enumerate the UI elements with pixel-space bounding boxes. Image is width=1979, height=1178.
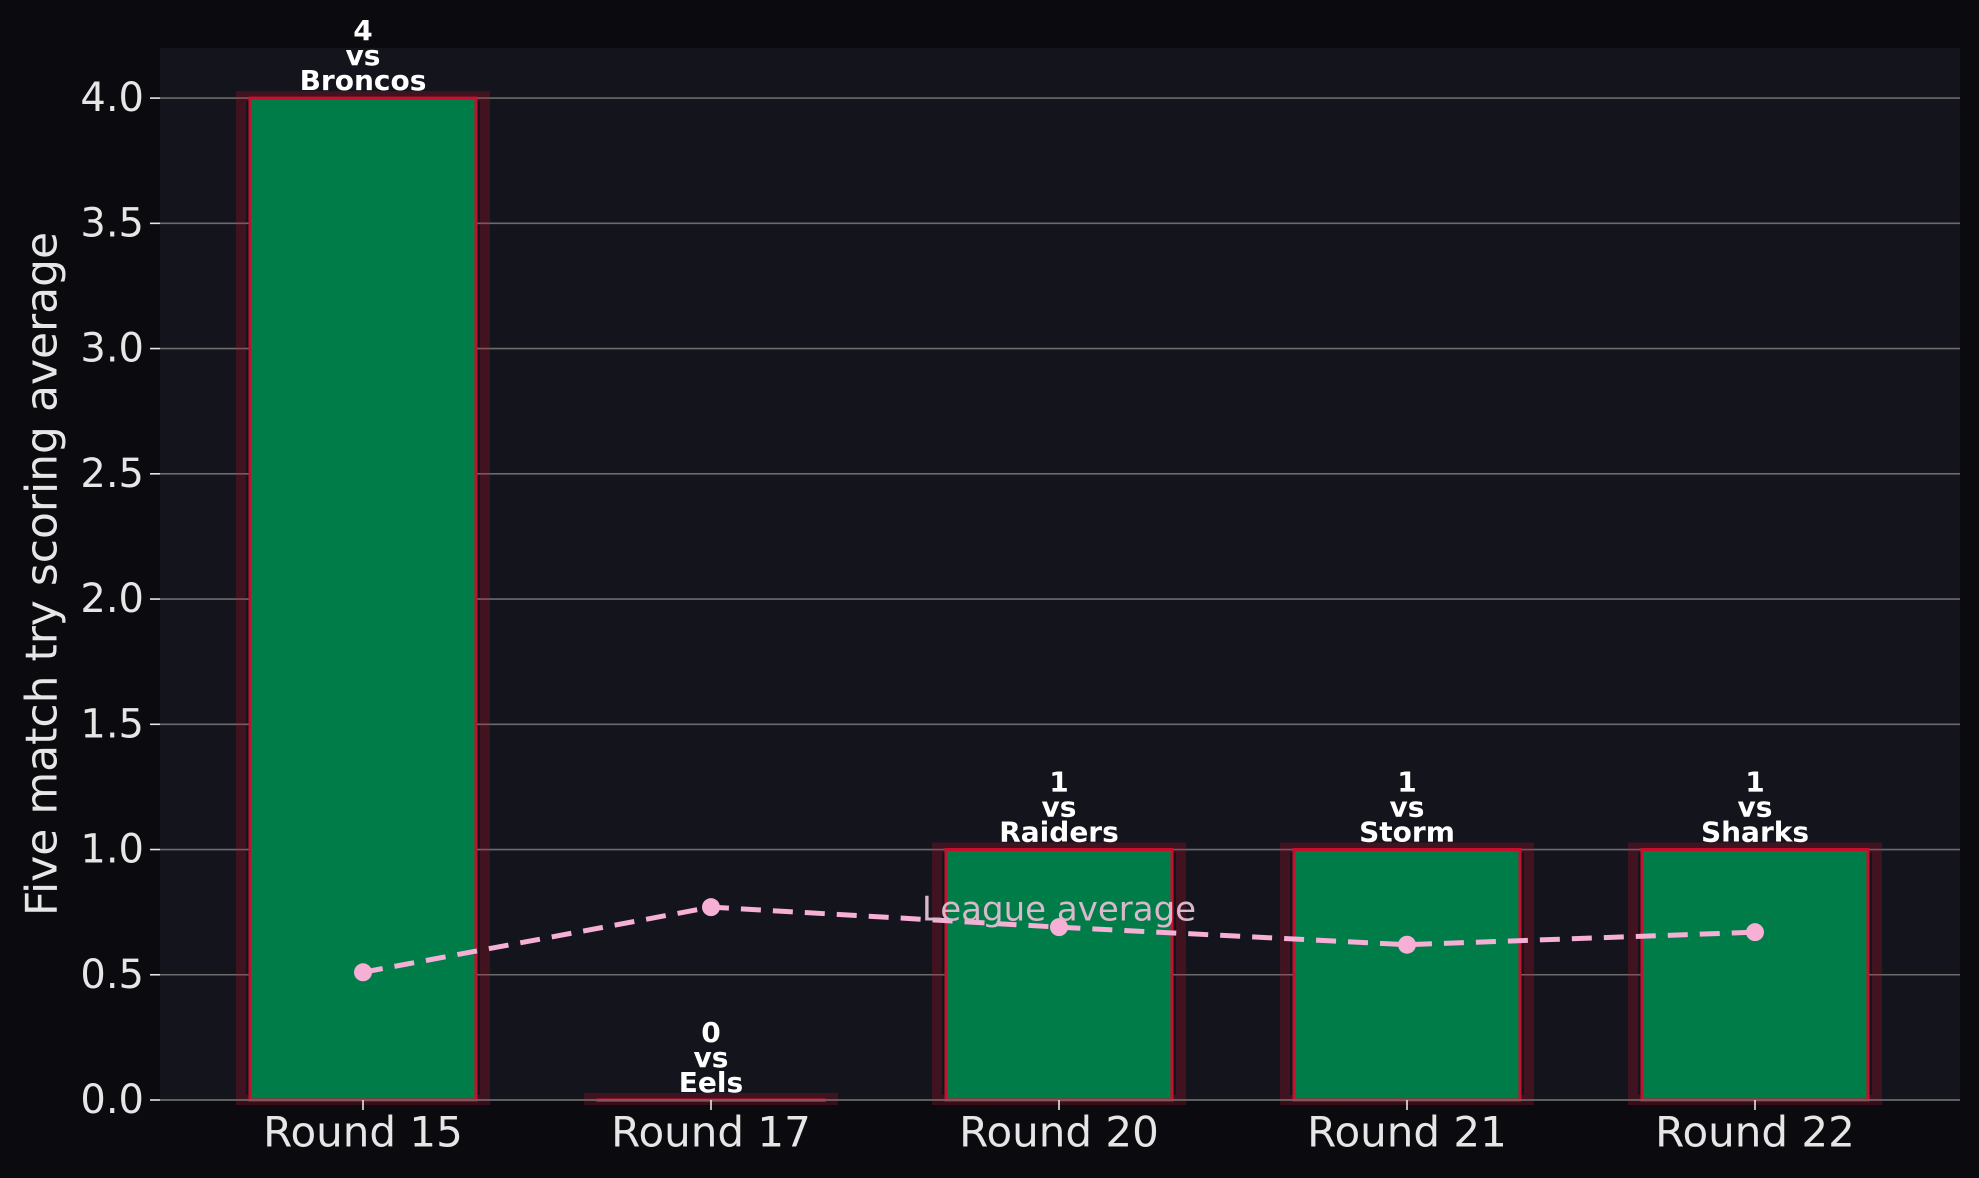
- bar-label: vs: [1042, 791, 1077, 824]
- bar: [248, 96, 478, 1102]
- league-average-point: [702, 898, 720, 917]
- league-average-path: [362, 904, 1756, 975]
- y-tick-label: 2.5: [80, 451, 144, 497]
- league-average-point: [1746, 923, 1764, 942]
- bar-label: 1: [1397, 766, 1416, 799]
- bar-label: vs: [1738, 791, 1773, 824]
- y-tick-label: 3.0: [80, 326, 144, 372]
- bar-label: Raiders: [999, 816, 1119, 849]
- bars: [236, 91, 1882, 1106]
- bar-label: 1: [1049, 766, 1068, 799]
- bar-label: 0: [701, 1016, 720, 1049]
- bar-label: vs: [346, 39, 381, 72]
- x-tick-label: Round 22: [1655, 1108, 1855, 1157]
- league-average-point: [1050, 918, 1068, 937]
- bar-label: Broncos: [300, 64, 427, 97]
- y-tick-label: 4.0: [80, 75, 144, 121]
- x-tick-label: Round 17: [611, 1108, 811, 1157]
- bar: [944, 848, 1174, 1102]
- y-tick-label: 1.0: [80, 827, 144, 873]
- bar-label: Storm: [1359, 816, 1455, 849]
- x-tick-label: Round 21: [1307, 1108, 1507, 1157]
- bar-label: Eels: [679, 1066, 743, 1099]
- bar-label: vs: [1390, 791, 1425, 824]
- bar-label: 4: [353, 14, 372, 47]
- league-average-point: [1398, 935, 1416, 954]
- y-tick-label: 0.0: [80, 1077, 144, 1123]
- y-tick-label: 1.5: [80, 701, 144, 747]
- league-average-line: League average: [354, 890, 1764, 982]
- y-tick-label: 0.5: [80, 952, 144, 998]
- axes: 0.0 0.5 1.0 1.5 2.0 2.5 3.0 3.5 4.0 Round 15 Round…: [80, 75, 1960, 1157]
- league-average-annotation: League average: [922, 890, 1196, 930]
- y-axis-label: Five match try scoring average: [17, 232, 68, 916]
- bar-label: Sharks: [1701, 816, 1809, 849]
- bar-label: 1: [1745, 766, 1764, 799]
- y-tick-label: 3.5: [80, 200, 144, 246]
- x-tick-label: Round 15: [263, 1108, 463, 1157]
- y-tick-label: 2.0: [80, 576, 144, 622]
- bar: [1640, 848, 1870, 1102]
- bar-labels: 4vsBroncos0vsEels1vsRaiders1vsStorm1vsSh…: [300, 14, 1809, 1099]
- bar-label: vs: [694, 1041, 729, 1074]
- bar: [1292, 848, 1522, 1102]
- league-average-point: [354, 963, 372, 982]
- x-tick-label: Round 20: [959, 1108, 1159, 1157]
